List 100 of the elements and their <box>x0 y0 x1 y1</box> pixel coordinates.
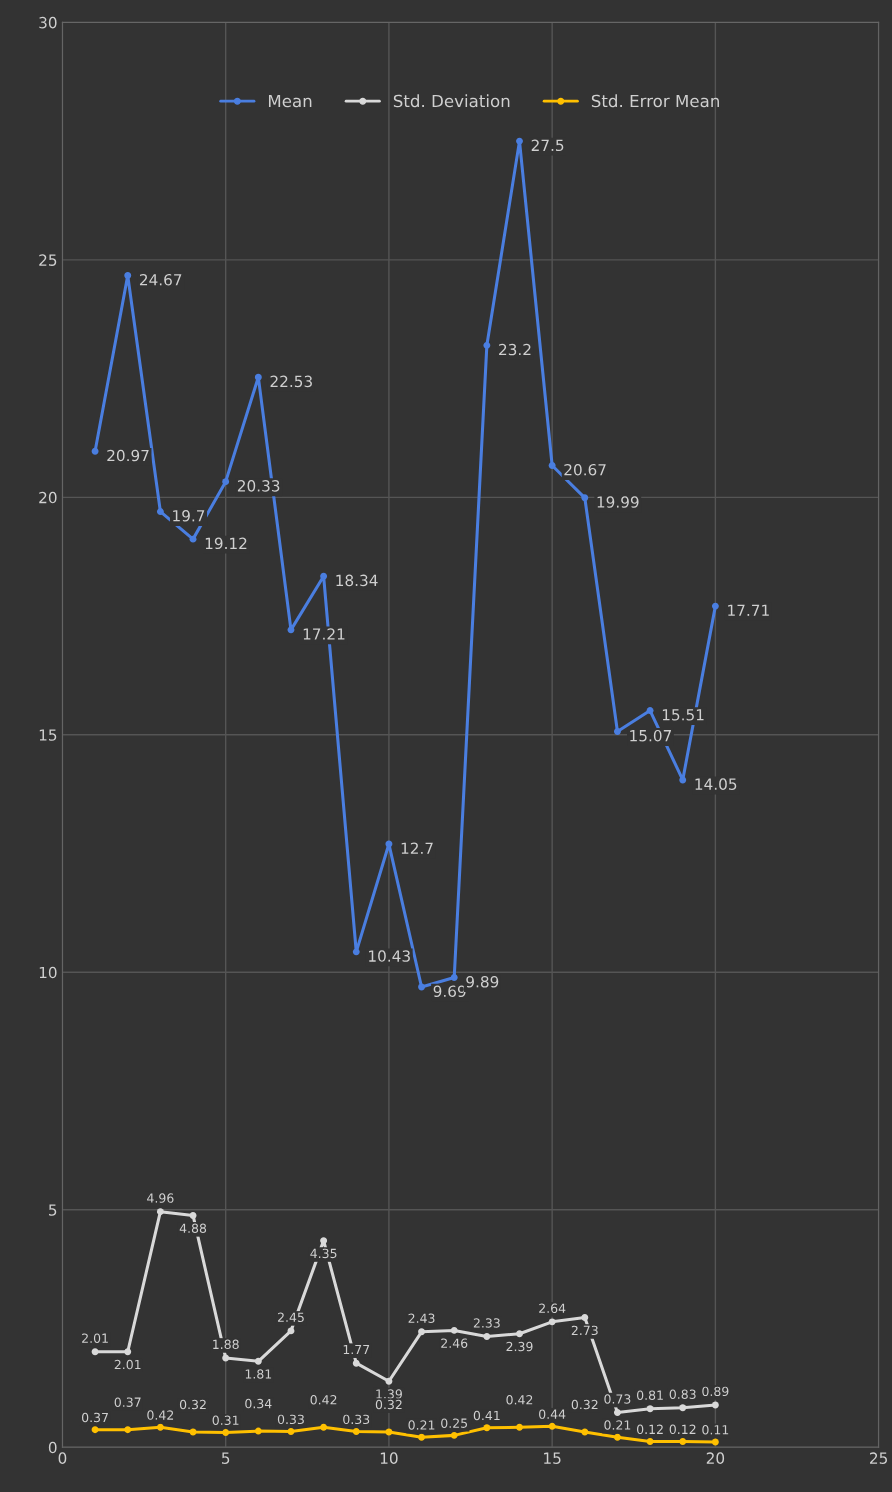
point <box>352 1428 360 1436</box>
point <box>385 1377 393 1385</box>
point <box>516 1423 523 1431</box>
y-tick-label: 15 <box>39 729 57 741</box>
point <box>483 1424 491 1432</box>
point <box>189 1211 197 1219</box>
point <box>548 1422 556 1430</box>
point <box>91 447 99 455</box>
data-label: 4.35 <box>310 1248 337 1259</box>
data-label: 2.73 <box>571 1325 598 1336</box>
data-label: 2.43 <box>408 1313 435 1323</box>
point <box>124 1348 132 1356</box>
point <box>646 1405 654 1413</box>
point <box>450 1326 458 1334</box>
data-label: 27.5 <box>531 139 564 152</box>
point <box>679 1404 687 1412</box>
data-label: 20.67 <box>564 463 606 476</box>
point <box>352 1359 360 1367</box>
data-label: 10.43 <box>369 950 410 962</box>
point <box>613 728 621 735</box>
point <box>222 478 230 486</box>
legend-label: Mean <box>268 94 312 108</box>
data-label: 0.73 <box>604 1394 631 1404</box>
data-label: 1.39 <box>376 1389 402 1399</box>
data-label: 0.21 <box>408 1420 435 1430</box>
y-tick-label: 30 <box>39 16 57 29</box>
legend-label: Std. Error Mean <box>591 94 719 108</box>
data-label: 2.01 <box>82 1333 108 1343</box>
data-label: 0.37 <box>82 1412 108 1423</box>
data-label: 0.42 <box>310 1395 337 1405</box>
data-label: 2.64 <box>539 1303 566 1313</box>
point <box>352 948 360 956</box>
point <box>646 1438 654 1446</box>
data-label: 0.11 <box>702 1425 729 1435</box>
data-label: 0.32 <box>571 1399 598 1410</box>
x-tick-label: 0 <box>58 1452 67 1464</box>
point <box>222 1354 230 1362</box>
data-label: 23.2 <box>499 343 531 356</box>
point <box>124 1426 132 1434</box>
data-label: 0.37 <box>114 1397 141 1407</box>
data-label: 0.81 <box>637 1390 663 1400</box>
x-tick-label: 10 <box>380 1452 398 1464</box>
point <box>320 1423 328 1431</box>
point <box>156 1423 164 1431</box>
point <box>287 1428 295 1436</box>
point <box>254 1427 262 1435</box>
data-label: 0.32 <box>375 1399 402 1410</box>
data-label: 0.32 <box>179 1399 206 1410</box>
point <box>711 602 719 610</box>
data-label: 24.67 <box>139 273 182 286</box>
data-label: 2.01 <box>114 1359 141 1370</box>
data-label: 15.07 <box>630 729 671 742</box>
x-tick-label: 15 <box>544 1452 561 1464</box>
data-label: 0.41 <box>473 1410 500 1421</box>
point <box>124 272 132 279</box>
point <box>548 462 556 469</box>
data-label: 2.39 <box>506 1341 533 1352</box>
data-label: 17.71 <box>728 604 769 616</box>
y-tick-label: 20 <box>39 491 57 504</box>
data-label: 0.33 <box>277 1414 304 1425</box>
legend-label: Std. Deviation <box>393 94 510 108</box>
point <box>418 983 426 991</box>
data-label: 0.12 <box>637 1424 663 1435</box>
data-label: 4.96 <box>147 1193 174 1203</box>
data-label: 0.12 <box>669 1424 696 1435</box>
point <box>581 494 589 502</box>
point <box>711 1401 719 1409</box>
point <box>646 707 654 715</box>
point <box>418 1328 426 1336</box>
x-tick-label: 25 <box>870 1452 888 1464</box>
data-label: 0.33 <box>343 1414 370 1425</box>
data-label: 12.7 <box>401 842 433 854</box>
point <box>156 508 164 516</box>
data-label: 19.99 <box>597 496 639 508</box>
point <box>418 1433 426 1441</box>
data-label: 4.88 <box>179 1223 207 1233</box>
y-tick-label: 5 <box>49 1204 57 1216</box>
point <box>613 1433 621 1441</box>
data-label: 14.05 <box>695 778 737 790</box>
point <box>516 137 523 145</box>
data-label: 0.42 <box>147 1410 174 1420</box>
data-label: 1.81 <box>245 1369 272 1379</box>
point <box>483 341 491 349</box>
data-label: 1.77 <box>343 1345 370 1355</box>
point <box>450 1431 458 1439</box>
point <box>450 974 458 981</box>
point <box>156 1208 164 1216</box>
data-label: 2.45 <box>277 1312 304 1322</box>
data-label: 0.21 <box>604 1420 631 1430</box>
data-label: 22.53 <box>270 375 312 388</box>
point <box>254 373 262 381</box>
data-label: 2.33 <box>473 1318 500 1328</box>
y-tick-label: 10 <box>39 966 57 979</box>
point <box>91 1348 99 1356</box>
x-tick-label: 5 <box>222 1452 230 1464</box>
data-label: 20.97 <box>107 449 149 462</box>
point <box>581 1428 589 1436</box>
data-label: 20.33 <box>237 480 280 492</box>
point <box>254 1357 262 1365</box>
point <box>287 1327 295 1335</box>
